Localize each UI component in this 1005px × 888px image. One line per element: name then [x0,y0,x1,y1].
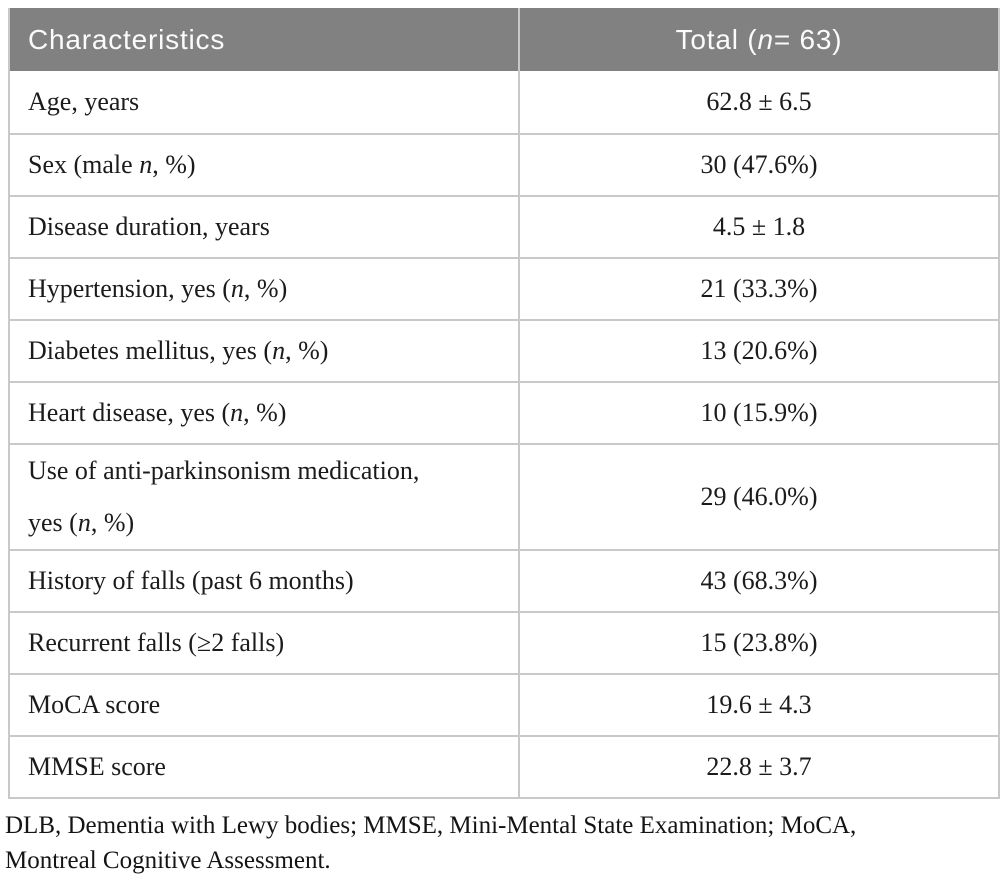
header-cell-characteristics: Characteristics [28,23,226,55]
row-label: Diabetes mellitus, yes (n, %) [28,336,329,365]
row-label: Disease duration, years [28,212,270,241]
row-label: Recurrent falls (≥2 falls) [28,628,285,657]
table-footnote: DLB, Dementia with Lewy bodies; MMSE, Mi… [5,808,856,878]
row-label: MoCA score [28,690,161,719]
row-value: 10 (15.9%) [518,383,998,443]
table-row: History of falls (past 6 months) 43 (68.3… [10,549,998,611]
table-row: Age, years 62.8 ± 6.5 [10,71,998,133]
row-value: 30 (47.6%) [518,135,998,195]
table-header-row: Characteristics Total (n = 63) [10,8,998,71]
table-row: Use of anti-parkinsonism medication, yes … [10,443,998,549]
footnote-line-2: Montreal Cognitive Assessment. [5,847,331,874]
row-value: 29 (46.0%) [518,445,998,549]
table-row: Sex (male n, %) 30 (47.6%) [10,133,998,195]
row-value: 19.6 ± 4.3 [518,675,998,735]
table-row: Disease duration, years 4.5 ± 1.8 [10,195,998,257]
row-label: Use of anti-parkinsonism medication, yes … [28,456,420,537]
table-row: Recurrent falls (≥2 falls) 15 (23.8%) [10,611,998,673]
row-value: 13 (20.6%) [518,321,998,381]
table-row: MoCA score 19.6 ± 4.3 [10,673,998,735]
table-row: Hypertension, yes (n, %) 21 (33.3%) [10,257,998,319]
header-cell-total: Total (n = 63) [518,8,998,71]
table-row: MMSE score 22.8 ± 3.7 [10,735,998,797]
row-value: 4.5 ± 1.8 [518,197,998,257]
row-value: 43 (68.3%) [518,551,998,611]
row-label: Sex (male n, %) [28,150,196,179]
row-label: Hypertension, yes (n, %) [28,274,288,303]
row-value: 15 (23.8%) [518,613,998,673]
footnote-line-1: DLB, Dementia with Lewy bodies; MMSE, Mi… [5,812,857,839]
row-label: MMSE score [28,752,166,781]
row-value: 62.8 ± 6.5 [518,71,998,133]
row-label: Heart disease, yes (n, %) [28,398,287,427]
characteristics-table: Characteristics Total (n = 63) Age, year… [8,8,1000,799]
row-value: 21 (33.3%) [518,259,998,319]
table-row: Diabetes mellitus, yes (n, %) 13 (20.6%) [10,319,998,381]
table-row: Heart disease, yes (n, %) 10 (15.9%) [10,381,998,443]
row-label: History of falls (past 6 months) [28,566,354,595]
row-label: Age, years [28,87,140,116]
row-value: 22.8 ± 3.7 [518,737,998,797]
